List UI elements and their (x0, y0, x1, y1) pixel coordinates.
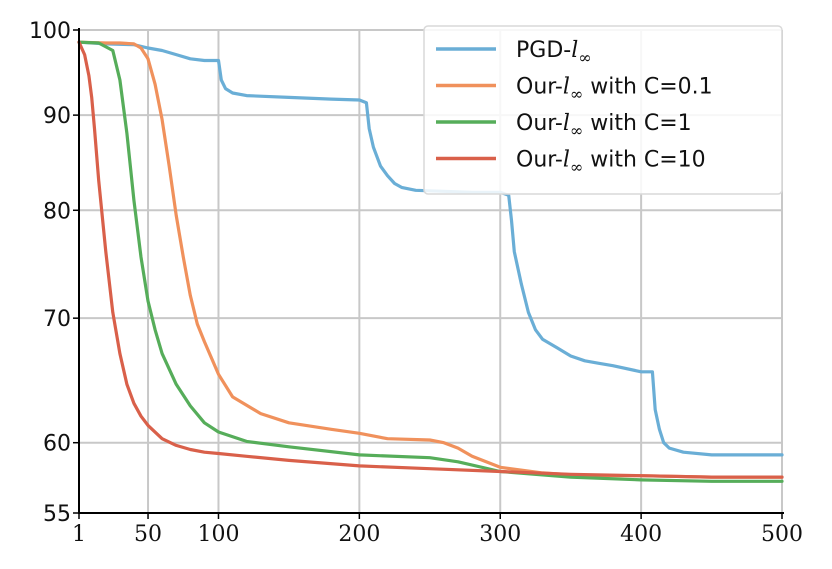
x-tick-label: 1 (72, 522, 86, 547)
legend-label-3: Our-l∞ with C=1 (516, 111, 692, 140)
legend-box (423, 25, 783, 195)
x-tick-label: 50 (134, 522, 162, 547)
y-tick-label: 80 (43, 199, 71, 224)
y-tick-label: 55 (43, 502, 71, 527)
legend-label-2: Our-l∞ with C=0.1 (516, 75, 713, 104)
x-tick-label: 300 (479, 522, 521, 547)
x-tick-label: 200 (338, 522, 380, 547)
x-tick-label: 100 (197, 522, 239, 547)
y-tick-label: 100 (29, 19, 71, 44)
legend-label-4: Our-l∞ with C=10 (516, 148, 706, 177)
axes (73, 28, 784, 519)
legend: PGD-l∞ Our-l∞ with C=0.1 Our-l∞ with C=1 Ou… (423, 25, 783, 195)
y-tick-label: 70 (43, 307, 71, 332)
tick-labels: 1 50 100 200 300 400 500 55 60 70 80 90 100 (29, 19, 803, 547)
series-line-4 (77, 40, 784, 479)
legend-label-1: PGD-l∞ (516, 38, 592, 67)
x-tick-label: 500 (761, 522, 803, 547)
x-tick-label: 400 (620, 522, 662, 547)
series-line-2 (77, 40, 784, 479)
y-tick-label: 90 (43, 104, 71, 129)
y-tick-label: 60 (43, 432, 71, 457)
